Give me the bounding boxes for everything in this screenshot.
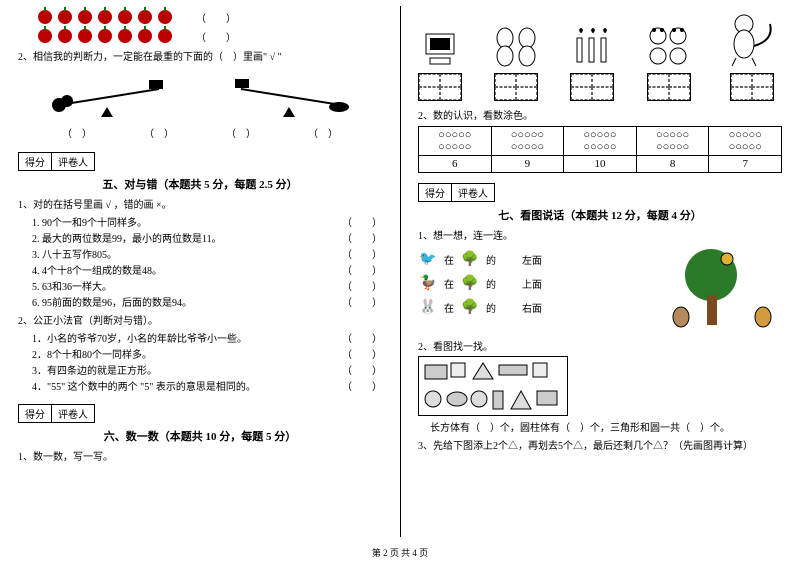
sec7-q2: 2、看图找一找。 [418,338,782,353]
pandas-icon [646,24,692,68]
bird-icon: 🐦 [418,249,438,269]
position-list: 🐦 在 🌳 的 左面 🦆 在 🌳 的 上面 🐰 在 🌳 的 右面 [418,245,542,321]
list-item: 5. 63和36一样大。（ ） [18,278,382,293]
scale-slots: （ ） （ ） （ ） （ ） [18,125,382,140]
list-item: 2. 最大的两位数是99，最小的两位数是11。（ ） [18,230,382,245]
list-item: 🦆 在 🌳 的 上面 [418,273,542,293]
slot: （ ） [144,125,174,140]
computer-icon [420,28,460,68]
list-item: 4. 4个十8个一组成的数是48。（ ） [18,262,382,277]
shapes-icon [423,361,563,413]
bunny-icon: 🐰 [418,297,438,317]
section-6-title: 六、数一数（本题共 10 分，每题 5 分） [18,428,382,444]
dots-cell: ○○○○○○○○○○ [491,127,564,156]
sec7-q3: 3、先给下图添上2个△，再划去5个△，最后还剩几个△？（先画图再计算） [418,437,782,452]
list-item: 1. 90个一和9个十同样多。（ ） [18,214,382,229]
shapes-line: 长方体有（ ）个，圆柱体有（ ）个，三角形和圆一共（ ）个。 [418,419,782,434]
score-label: 得分 [419,184,452,201]
score-label: 得分 [19,153,52,170]
scale-left-icon [39,67,179,119]
slot: （ ） [308,125,338,140]
num-cell: 7 [709,156,782,173]
shapes-box [418,356,568,416]
score-box-5: 得分 评卷人 [18,152,95,171]
score-box-7: 得分 评卷人 [418,183,495,202]
dots-cell: ○○○○○○○○○○ [709,127,782,156]
label: 上面 [522,276,542,291]
list-item: 1．小名的爷爷70岁，小名的年龄比爷爷小一些。（ ） [18,330,382,345]
balance-scales [18,67,382,119]
top-objects [418,10,782,101]
grader-label: 评卷人 [52,153,94,170]
q2-text: 2、相信我的判断力，一定能在最重的下面的（ ）里画" √ " [18,48,382,63]
num-cell: 9 [491,156,564,173]
section-7-title: 七、看图说话（本题共 12 分，每题 4 分） [418,207,782,223]
dots-cell: ○○○○○○○○○○ [419,127,492,156]
list-item: 2．8个十和80个一同样多。（ ） [18,346,382,361]
label: 右面 [522,300,542,315]
label: 左面 [522,252,542,267]
monkey-icon [722,10,782,68]
num-cell: 6 [419,156,492,173]
candles-icon [569,24,615,68]
slot: （ ） [226,125,256,140]
tree-icon: 🌳 [460,297,480,317]
number-table: ○○○○○○○○○○ ○○○○○○○○○○ ○○○○○○○○○○ ○○○○○○○… [418,126,782,173]
sec5-lead2: 2、公正小法官（判断对与错）。 [18,312,382,327]
dots-cell: ○○○○○○○○○○ [636,127,709,156]
page-footer: 第 2 页 共 4 页 [0,546,800,559]
slot: （ ） [62,125,92,140]
apples-figure: （ ） （ ） [38,10,382,44]
r-q2: 2、数的认识，看数涂色。 [418,107,782,122]
sec6-q1: 1、数一数，写一写。 [18,448,382,463]
score-box-6: 得分 评卷人 [18,404,95,423]
grader-label: 评卷人 [52,405,94,422]
apple-paren-2: （ ） [196,29,236,44]
tree-icon: 🌳 [460,249,480,269]
list-item: 6. 95前面的数是96，后面的数是94。（ ） [18,294,382,309]
list-item: 🐰 在 🌳 的 右面 [418,297,542,317]
section-5-title: 五、对与错（本题共 5 分，每题 2.5 分） [18,176,382,192]
scale-right-icon [221,67,361,119]
duck-icon: 🦆 [418,273,438,293]
sec7-q1: 1、想一想，连一连。 [418,227,782,242]
tree-icon: 🌳 [460,273,480,293]
right-column: 2、数的认识，看数涂色。 ○○○○○○○○○○ ○○○○○○○○○○ ○○○○○… [400,0,800,565]
list-item: 3. 八十五写作805。（ ） [18,246,382,261]
left-column: （ ） （ ） 2、相信我的判断力，一定能在最重的下面的（ ）里画" √ " [0,0,400,565]
sec5-lead1: 1、对的在括号里画 √ ，错的画 ×。 [18,196,382,211]
num-cell: 8 [636,156,709,173]
tree-scene [662,245,782,334]
lanterns-icon [493,24,539,68]
list-item: 3．有四条边的就是正方形。（ ） [18,362,382,377]
list-item: 🐦 在 🌳 的 左面 [418,249,542,269]
grader-label: 评卷人 [452,184,494,201]
score-label: 得分 [19,405,52,422]
list-item: 4．"55" 这个数中的两个 "5" 表示的意思是相同的。（ ） [18,378,382,393]
num-cell: 10 [564,156,637,173]
dots-cell: ○○○○○○○○○○ [564,127,637,156]
apple-paren-1: （ ） [196,10,236,25]
